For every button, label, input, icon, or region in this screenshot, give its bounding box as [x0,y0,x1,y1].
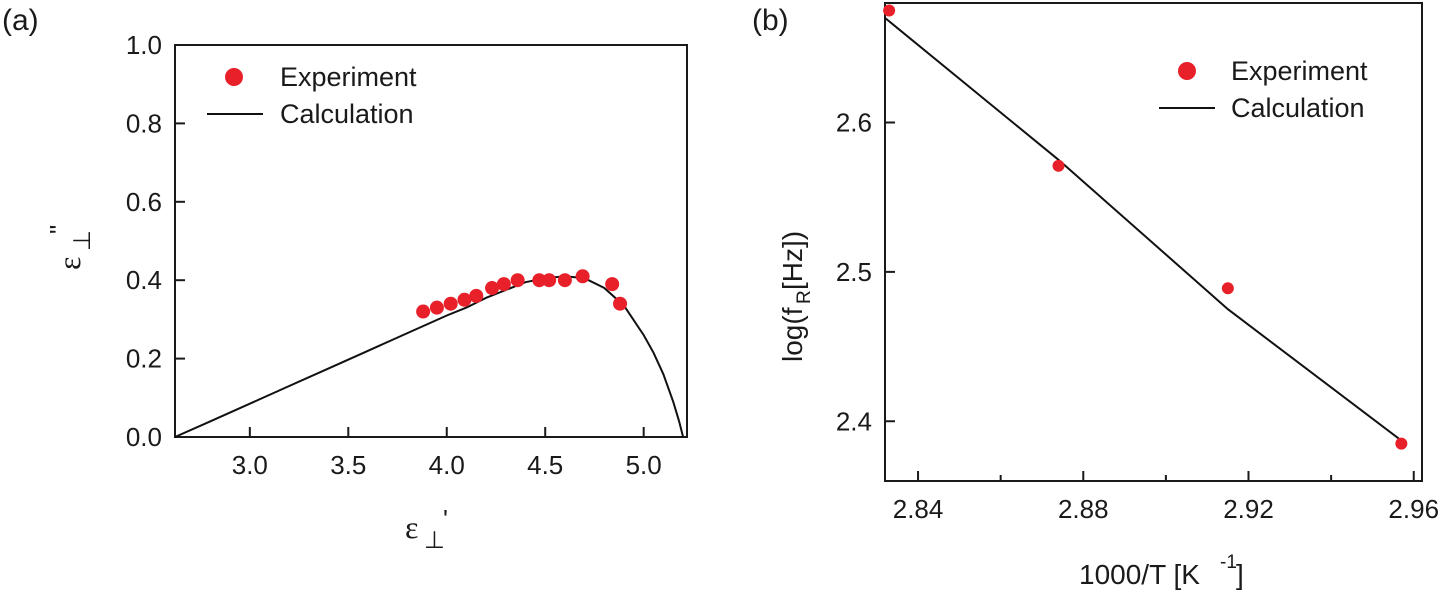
x-axis-title-sup: -1 [1220,552,1237,573]
y-axis-title-tail: [Hz]) [777,231,808,290]
panel-b-experiment-series [883,4,1408,450]
x-axis-title-sub: ⊥ [424,527,445,554]
x-tick-label: 4.0 [429,450,465,480]
x-tick-label: 3.0 [232,450,268,480]
chart-panel-a: (a) 3.0 3.5 4.0 4.5 5.0 0.0 0.2 0.4 0.6 0.8 1.0 Ex… [2,4,688,554]
panel-b-legend: Experiment Calculation [1159,56,1368,123]
panel-a-experiment-series [416,269,628,319]
experiment-point [457,292,472,307]
experiment-point [1221,282,1234,295]
y-tick-label: 2.5 [836,257,872,287]
experiment-point [443,296,458,311]
panel-b-plot-frame [884,2,1423,482]
x-tick-label: 2.92 [1223,494,1274,524]
legend-experiment-label: Experiment [1231,56,1368,86]
y-tick-label: 0.0 [126,422,162,452]
panel-a-legend: Experiment Calculation [207,62,417,129]
y-axis-title-sup: " [44,225,74,234]
legend-experiment-marker [225,68,243,86]
panel-b-ticks: 2.84 2.88 2.92 2.96 2.4 2.5 2.6 [836,108,1439,525]
experiment-point [485,281,500,296]
x-axis-title-base: 1000/T [K [1079,559,1200,590]
panel-a-x-axis-title: ε ⊥ ' [405,504,448,554]
experiment-point [883,4,896,17]
x-axis-title-sup: ' [443,504,448,534]
y-tick-label: 0.8 [126,108,162,138]
y-axis-title-sub: ⊥ [69,230,96,251]
x-tick-label: 3.5 [330,450,366,480]
y-axis-title-base: ε [51,257,87,270]
panel-b-y-axis-title: log(f R [Hz]) [777,231,815,362]
x-tick-label: 2.84 [893,494,944,524]
legend-calculation-label: Calculation [1231,93,1365,123]
legend-experiment-label: Experiment [280,62,417,92]
panel-b-label: (b) [752,4,789,37]
y-tick-label: 0.6 [126,187,162,217]
y-tick-label: 2.6 [836,108,872,138]
experiment-point [496,277,511,292]
legend-experiment-marker [1178,62,1196,80]
panel-a-y-axis-title: ε ⊥ " [44,225,96,270]
panel-b-calculation-series [884,17,1407,445]
panel-a-label: (a) [2,4,39,37]
calculation-curve [884,17,1407,445]
experiment-point [416,304,431,319]
y-tick-label: 2.4 [836,406,872,436]
y-axis-title-base: log(f [777,307,808,362]
x-tick-label: 2.88 [1058,494,1109,524]
panel-b-x-axis-title: 1000/T [K -1 ] [1079,552,1244,590]
experiment-point [605,277,620,292]
experiment-point [542,273,557,288]
experiment-point [532,273,547,288]
x-tick-label: 2.96 [1388,494,1439,524]
panel-a-ticks: 3.0 3.5 4.0 4.5 5.0 0.0 0.2 0.4 0.6 0.8 1.0 [126,30,662,480]
x-axis-title-base: ε [405,509,418,545]
panel-a-plot-frame [174,44,688,438]
y-axis-title-sub: R [794,290,815,304]
experiment-point [510,273,525,288]
x-tick-label: 4.5 [527,450,563,480]
legend-calculation-label: Calculation [280,99,414,129]
chart-panel-b: (b) 2.84 2.88 2.92 2.96 2.4 2.5 2.6 Experiment… [752,2,1439,590]
experiment-point [1052,159,1065,172]
experiment-point [469,288,484,303]
experiment-point [1395,437,1408,450]
y-tick-label: 0.4 [126,265,162,295]
experiment-point [575,269,590,284]
y-tick-label: 0.2 [126,344,162,374]
experiment-point [557,273,572,288]
experiment-point [613,296,628,311]
experiment-point [429,300,444,315]
panel-a-calculation-series [174,275,685,438]
y-tick-label: 1.0 [126,30,162,60]
x-tick-label: 5.0 [626,450,662,480]
x-axis-title-tail: ] [1236,559,1244,590]
calculation-curve [174,275,685,438]
